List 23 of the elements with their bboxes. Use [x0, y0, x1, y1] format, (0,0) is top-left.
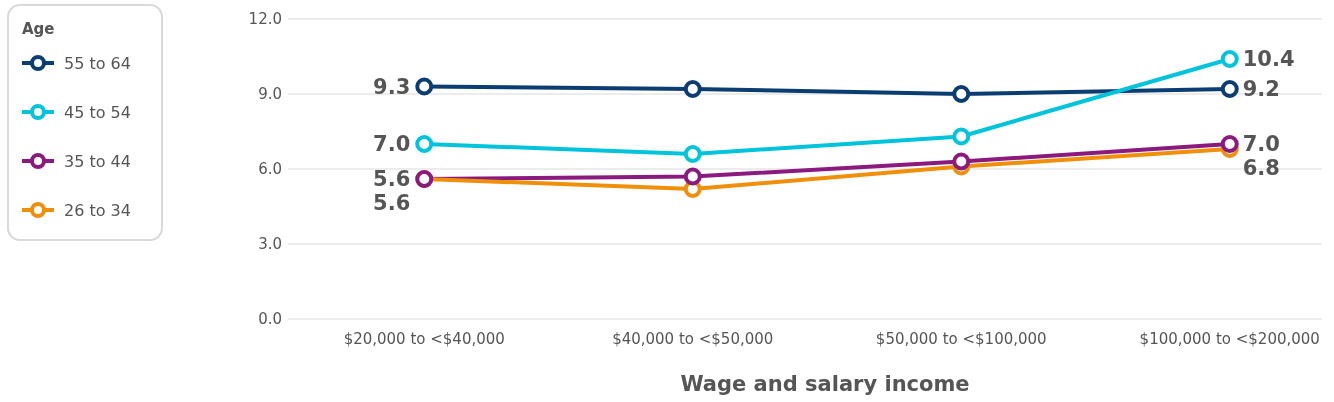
- data-label: 10.4: [1242, 47, 1295, 72]
- data-label: 5.6: [373, 191, 411, 216]
- y-tick-label: 3.0: [258, 235, 282, 254]
- legend-title: Age: [22, 20, 55, 38]
- data-label: 7.0: [1242, 132, 1280, 157]
- x-tick-label: $50,000 to <$100,000: [875, 330, 1047, 348]
- x-axis-title: Wage and salary income: [680, 372, 970, 396]
- y-tick-label: 12.0: [248, 10, 282, 29]
- data-label: 6.8: [1242, 156, 1280, 181]
- legend-label: 55 to 64: [64, 53, 131, 73]
- data-label: 9.2: [1242, 77, 1280, 102]
- y-tick-label: 9.0: [258, 85, 282, 104]
- legend-label: 26 to 34: [64, 200, 131, 220]
- x-tick-label: $100,000 to <$200,000: [1139, 330, 1320, 348]
- data-label: 9.3: [373, 74, 411, 99]
- y-tick-label: 6.0: [258, 160, 282, 179]
- legend-label: 35 to 44: [64, 151, 131, 171]
- data-label: 5.6: [373, 167, 411, 192]
- legend-label: 45 to 54: [64, 102, 131, 122]
- y-tick-label: 0.0: [258, 310, 282, 329]
- data-label: 7.0: [373, 132, 411, 157]
- x-tick-label: $40,000 to <$50,000: [612, 330, 774, 348]
- x-tick-label: $20,000 to <$40,000: [343, 330, 505, 348]
